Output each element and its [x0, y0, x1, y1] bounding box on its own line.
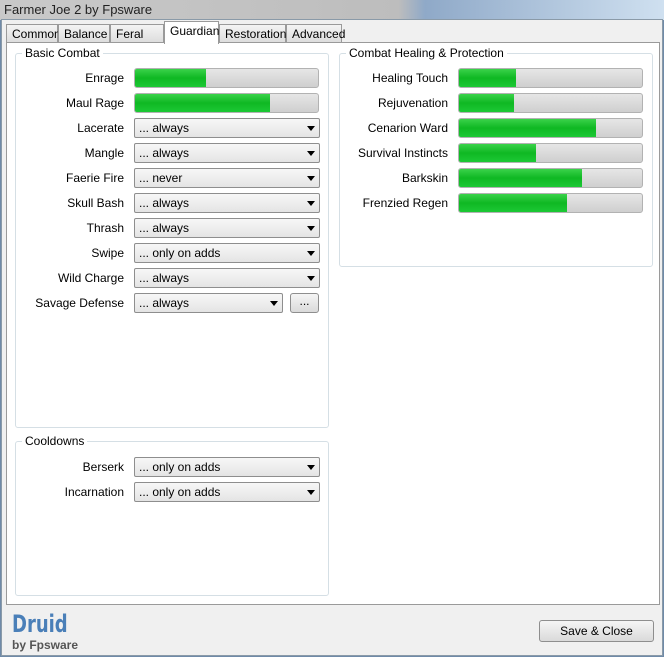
window-title: Farmer Joe 2 by Fpsware [4, 2, 153, 17]
save-close-button[interactable]: Save & Close [539, 620, 654, 642]
chevron-down-icon [307, 465, 315, 470]
basic-combat-group: Basic Combat Enrage Maul Rage Lacerate ... … [15, 46, 329, 428]
bar-label: Rejuvenation [377, 96, 448, 110]
logo-subtitle: by Fpsware [12, 638, 79, 652]
tab-advanced[interactable]: Advanced [286, 24, 345, 43]
progress-fill [459, 69, 516, 87]
dropdown[interactable]: ... only on adds [134, 457, 320, 477]
progress-bar[interactable] [458, 68, 643, 88]
tab-restoration[interactable]: Restoration [219, 24, 286, 43]
savage-defense-options-button[interactable]: ... [290, 293, 319, 313]
bar-label: Healing Touch [372, 71, 448, 85]
dropdown-label: Swipe [91, 246, 124, 260]
dropdown-label: Faerie Fire [65, 171, 124, 185]
tab-balance[interactable]: Balance [58, 24, 110, 43]
dropdown[interactable]: ... always [134, 218, 320, 238]
dropdown[interactable]: ... never [134, 168, 320, 188]
chevron-down-icon [307, 490, 315, 495]
dropdown-value: ... always [139, 146, 190, 160]
tab-feral-cat[interactable]: Feral Cat [110, 24, 164, 55]
druid-logo: Druid [12, 610, 68, 638]
dropdown[interactable]: ... always [134, 143, 320, 163]
dropdown-value: ... always [139, 196, 190, 210]
progress-bar[interactable] [458, 168, 643, 188]
bar-label: Enrage [85, 71, 124, 85]
dropdown-label: Savage Defense [35, 296, 124, 310]
bar-label: Survival Instincts [357, 146, 448, 160]
progress-bar[interactable] [458, 93, 643, 113]
dropdown-label: Berserk [82, 460, 124, 474]
guardian-page: Basic Combat Enrage Maul Rage Lacerate ... … [6, 42, 660, 605]
dropdown-label: Thrash [86, 221, 124, 235]
bar-label: Frenzied Regen [362, 196, 448, 210]
progress-bar[interactable] [134, 93, 319, 113]
healing-group: Combat Healing & Protection Healing Touc… [339, 46, 653, 267]
progress-bar[interactable] [458, 193, 643, 213]
chevron-down-icon [307, 151, 315, 156]
bar-label: Barkskin [401, 171, 448, 185]
progress-fill [135, 94, 271, 112]
dropdown[interactable]: ... always [134, 293, 283, 313]
group-title: Combat Healing & Protection [346, 46, 507, 60]
progress-bar[interactable] [458, 143, 643, 163]
progress-fill [459, 119, 597, 137]
dropdown-label: Wild Charge [57, 271, 124, 285]
dropdown-label: Incarnation [64, 485, 124, 499]
cooldowns-group: Cooldowns Berserk ... only on adds Incarna… [15, 434, 329, 596]
chevron-down-icon [307, 126, 315, 131]
dropdown-value: ... always [139, 221, 190, 235]
progress-bar[interactable] [458, 118, 643, 138]
chevron-down-icon [270, 301, 278, 306]
bar-label: Cenarion Ward [367, 121, 448, 135]
dropdown-value: ... always [139, 121, 190, 135]
chevron-down-icon [307, 176, 315, 181]
chevron-down-icon [307, 226, 315, 231]
chevron-down-icon [307, 251, 315, 256]
progress-fill [459, 194, 567, 212]
dropdown-label: Lacerate [77, 121, 124, 135]
progress-fill [459, 169, 582, 187]
dropdown-value: ... only on adds [139, 485, 221, 499]
progress-fill [459, 144, 536, 162]
group-title: Basic Combat [22, 46, 103, 60]
dropdown[interactable]: ... only on adds [134, 243, 320, 263]
progress-bar[interactable] [134, 68, 319, 88]
tab-common[interactable]: Common [6, 24, 61, 43]
dropdown-value: ... never [139, 171, 183, 185]
progress-fill [459, 94, 514, 112]
dropdown-label: Skull Bash [67, 196, 124, 210]
bar-label: Maul Rage [65, 96, 124, 110]
dropdown-value: ... only on adds [139, 460, 221, 474]
dropdown-label: Mangle [84, 146, 124, 160]
chevron-down-icon [307, 276, 315, 281]
dropdown[interactable]: ... always [134, 268, 320, 288]
title-bar: Farmer Joe 2 by Fpsware [0, 0, 664, 20]
progress-fill [135, 69, 207, 87]
group-title: Cooldowns [22, 434, 88, 448]
dropdown-value: ... always [139, 296, 190, 310]
dropdown[interactable]: ... always [134, 193, 320, 213]
dropdown[interactable]: ... only on adds [134, 482, 320, 502]
dropdown-value: ... only on adds [139, 246, 221, 260]
tab-guardian[interactable]: Guardian [164, 21, 219, 44]
dropdown[interactable]: ... always [134, 118, 320, 138]
dropdown-value: ... always [139, 271, 190, 285]
chevron-down-icon [307, 201, 315, 206]
